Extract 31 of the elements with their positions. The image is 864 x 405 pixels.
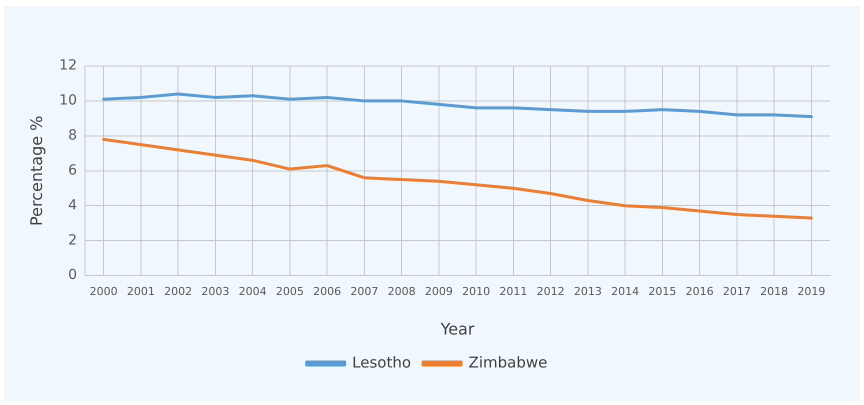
x-tick-label: 2009	[424, 285, 453, 298]
x-tick-label: 2016	[686, 285, 714, 298]
x-tick-label: 2007	[350, 285, 378, 298]
x-tick-label: 2010	[462, 285, 490, 298]
x-tick-label: 2015	[648, 285, 676, 298]
x-axis-title: Year	[440, 320, 475, 339]
x-tick-label: 2019	[797, 285, 826, 298]
x-tick-label: 2013	[574, 285, 602, 298]
x-tick-label: 2003	[201, 285, 230, 298]
x-tick-label: 2014	[611, 285, 640, 298]
y-tick-label: 2	[68, 232, 78, 248]
y-tick-label: 4	[68, 197, 78, 214]
x-tick-label: 2018	[760, 285, 788, 298]
x-tick-label: 2002	[164, 285, 192, 298]
y-tick-label: 8	[68, 128, 78, 144]
y-tick-label: 12	[59, 58, 78, 74]
x-tick-label: 2008	[388, 285, 416, 298]
x-tick-label: 2000	[90, 285, 118, 298]
y-axis-title: Percentage %	[26, 116, 46, 226]
y-tick-label: 10	[59, 92, 78, 109]
x-tick-label: 2005	[276, 285, 304, 298]
x-tick-label: 2004	[238, 285, 267, 298]
y-tick-label: 6	[68, 162, 78, 178]
x-tick-label: 2012	[536, 285, 565, 298]
x-tick-label: 2001	[126, 285, 155, 298]
x-tick-label: 2011	[499, 285, 528, 298]
legend-label: Lesotho	[352, 353, 412, 372]
legend-label: Zimbabwe	[468, 353, 548, 372]
x-tick-label: 2017	[722, 285, 751, 298]
y-tick-label: 0	[68, 267, 78, 284]
x-tick-label: 2006	[313, 285, 342, 298]
